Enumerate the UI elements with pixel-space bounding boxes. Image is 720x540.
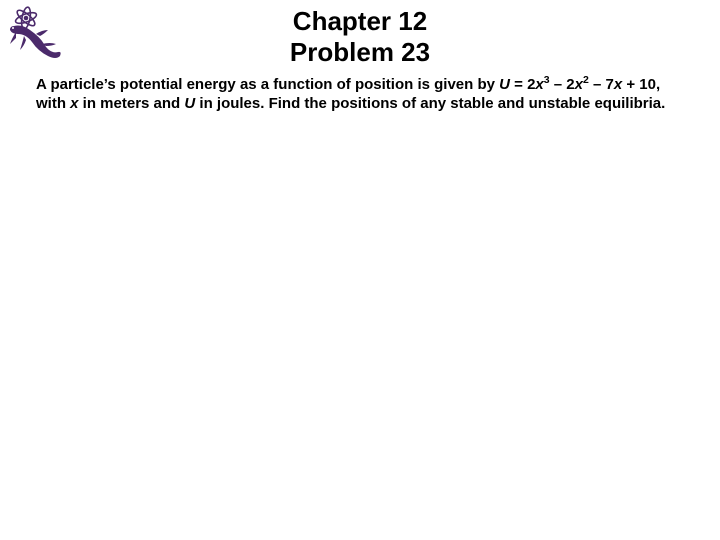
problem-prefix: A particle’s potential energy as a funct…	[36, 76, 499, 93]
var-x: x	[70, 95, 78, 112]
var-x: x	[535, 76, 543, 93]
slide-title: Chapter 12 Problem 23	[0, 0, 720, 68]
problem-suffix: in joules. Find the positions of any sta…	[195, 95, 665, 112]
var-x: x	[614, 76, 622, 93]
eq-part: – 2	[550, 76, 575, 93]
var-U: U	[499, 76, 510, 93]
var-U: U	[184, 95, 195, 112]
var-x: x	[575, 76, 583, 93]
eq-part: – 7	[589, 76, 614, 93]
problem-statement: A particle’s potential energy as a funct…	[0, 68, 720, 114]
lizard-atom-logo	[6, 4, 66, 62]
problem-line: Problem 23	[0, 37, 720, 68]
eq-part: = 2	[510, 76, 535, 93]
eq-part: in meters and	[79, 95, 185, 112]
chapter-line: Chapter 12	[0, 6, 720, 37]
